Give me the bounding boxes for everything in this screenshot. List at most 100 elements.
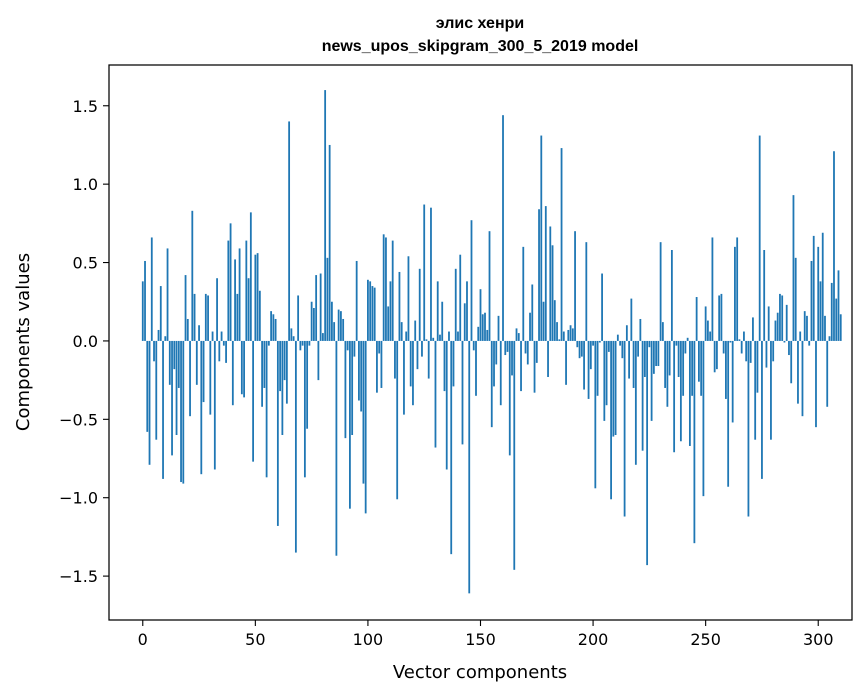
bar-135 [445,340,448,470]
bar-238 [677,340,680,377]
bar-222 [641,340,644,451]
bar-266 [740,340,743,354]
bar-89 [342,318,345,341]
bar-41 [234,259,236,341]
bar-32 [213,340,216,470]
bar-99 [364,340,367,514]
bar-228 [655,340,658,367]
bar-251 [707,320,709,341]
bar-8 [159,286,162,341]
bar-227 [652,340,655,374]
bar-270 [749,340,752,363]
bar-248 [700,340,703,396]
bar-126 [425,339,428,341]
bar-258 [722,340,725,354]
bar-297 [810,260,813,341]
bar-128 [430,207,432,341]
bar-211 [616,334,619,341]
bar-158 [497,315,500,341]
bar-159 [499,340,502,406]
bar-153 [486,329,489,341]
bar-7 [157,329,160,341]
bar-176 [538,209,540,341]
bars [141,90,842,594]
bar-220 [637,340,640,357]
bar-141 [459,254,462,341]
y-axis-ticks: −1.5 −1.0 −0.5 0.0 0.5 1.0 1.5 [59,97,109,586]
bar-69 [297,295,300,341]
bar-247 [698,340,700,382]
bar-53 [261,340,263,407]
bar-264 [736,237,739,341]
bar-170 [524,340,527,354]
bar-260 [727,340,730,487]
bar-109 [387,306,390,341]
y-tick-label: −1.0 [59,489,98,508]
bar-139 [454,268,457,341]
bar-52 [258,290,261,341]
bar-72 [303,340,306,478]
bar-56 [267,340,270,346]
bar-23 [193,293,196,341]
bar-121 [414,320,417,341]
bar-225 [648,340,651,348]
y-tick-label: 1.0 [73,175,98,194]
bar-18 [182,340,185,484]
bar-123 [418,268,421,341]
bar-202 [596,340,599,396]
bar-27 [202,340,205,403]
bar-37 [225,340,227,363]
bar-182 [551,245,554,341]
bar-294 [803,311,806,341]
bar-79 [319,273,322,341]
bar-155 [490,340,493,428]
bar-48 [249,212,252,341]
bar-112 [394,340,396,379]
bar-269 [747,340,750,517]
bar-161 [504,340,507,356]
bar-88 [340,311,342,341]
bar-19 [184,275,187,341]
bar-281 [774,320,777,341]
bar-148 [475,340,477,396]
bar-62 [281,340,284,435]
bar-299 [815,340,817,428]
bar-39 [229,223,232,341]
bar-307 [833,151,835,341]
bar-138 [452,340,455,387]
bar-197 [585,242,588,341]
bar-276 [763,250,766,341]
y-tick-label: −0.5 [59,410,98,429]
bar-300 [817,246,820,341]
bar-309 [837,270,840,341]
bar-130 [434,340,437,448]
bar-204 [601,273,603,341]
bar-252 [709,331,712,341]
bar-110 [389,281,392,341]
bar-136 [448,331,450,341]
bar-268 [745,340,748,362]
x-tick-label: 50 [245,630,265,649]
bar-162 [506,340,509,352]
bar-284 [781,295,784,341]
bar-54 [263,340,266,388]
bar-301 [819,281,822,341]
bar-226 [650,340,653,421]
bar-199 [589,340,592,370]
bar-185 [558,339,561,341]
bar-75 [310,301,313,341]
bar-240 [682,340,685,396]
bar-306 [830,282,833,341]
bar-179 [544,206,547,341]
bar-140 [457,331,459,341]
bar-157 [495,340,498,365]
bar-108 [385,237,387,341]
bar-16 [177,340,180,388]
bar-81 [324,90,327,341]
bar-21 [189,340,191,417]
bar-183 [553,300,556,341]
bar-242 [686,337,689,341]
bar-191 [571,328,574,341]
bar-192 [574,231,576,341]
